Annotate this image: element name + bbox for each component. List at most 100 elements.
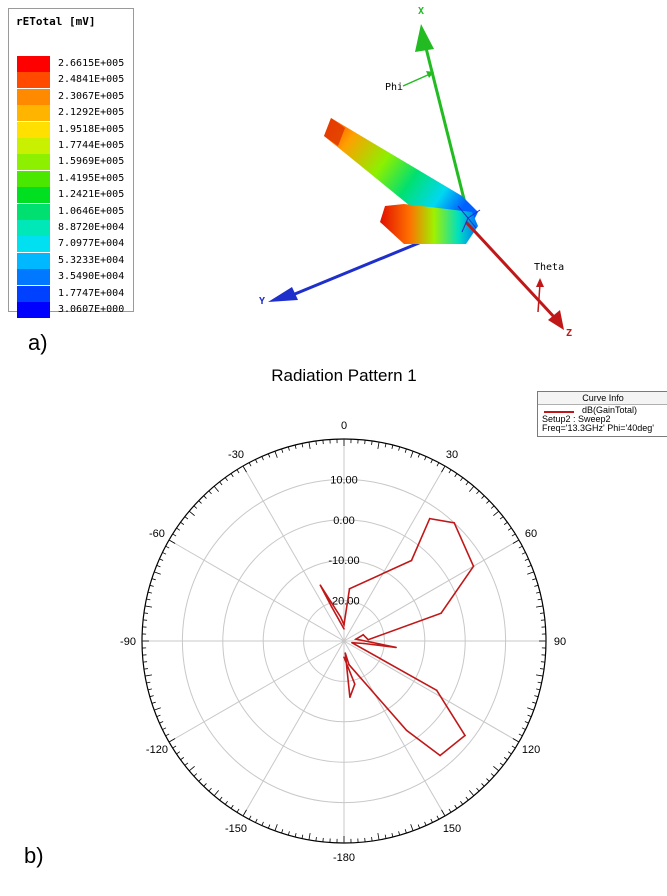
angular-tick-mark — [384, 834, 387, 839]
angular-tick-mark — [198, 500, 202, 504]
curve-info-legend: Curve Info dB(GainTotal) Setup2 : Sweep2… — [537, 391, 667, 437]
legend-value: 1.5969E+005 — [58, 156, 125, 168]
angular-tick-label: 90 — [554, 636, 566, 648]
angular-tick-mark — [503, 521, 508, 525]
angular-tick-mark — [481, 495, 485, 499]
legend-value: 1.0646E+005 — [58, 205, 125, 217]
angular-tick-mark — [511, 745, 516, 749]
angular-grid-spoke — [168, 640, 345, 743]
data-point — [349, 696, 351, 699]
angular-grid-spoke — [343, 640, 520, 743]
angular-tick-mark — [537, 681, 542, 684]
angular-tick-mark — [147, 591, 152, 594]
angular-tick-mark — [410, 824, 414, 831]
angular-grid-spoke — [242, 465, 345, 642]
legend-series-name: dB(GainTotal) — [582, 405, 638, 415]
x-axis-label: X — [418, 6, 424, 17]
legend-value: 8.8720E+004 — [58, 222, 125, 233]
angular-tick-mark — [154, 571, 161, 575]
legend-row: 1.9518E+005 — [17, 121, 133, 138]
angular-tick-mark — [267, 453, 271, 458]
angular-tick-mark — [524, 721, 529, 724]
legend-swatch — [17, 252, 50, 269]
legend-row: 1.5969E+005 — [17, 154, 133, 171]
data-point — [410, 559, 413, 562]
data-point — [343, 628, 345, 630]
angular-tick-mark — [162, 727, 167, 730]
angular-tick-mark — [230, 804, 234, 809]
legend-swatch — [17, 187, 50, 204]
angular-tick-label: 120 — [522, 744, 540, 756]
legend-swatch — [17, 121, 50, 138]
angular-tick-mark — [441, 465, 446, 473]
data-point — [363, 642, 365, 645]
angular-tick-mark — [146, 681, 151, 684]
legend-value: 1.7744E+005 — [58, 140, 125, 151]
angular-tick-mark — [410, 451, 414, 458]
angular-tick-label: 150 — [443, 823, 461, 835]
angular-tick-label: -150 — [225, 823, 247, 835]
angular-tick-mark — [512, 738, 520, 743]
z-axis-line — [464, 220, 557, 320]
data-point — [330, 606, 333, 608]
legend-row: 2.3067E+005 — [17, 88, 133, 105]
angular-tick-mark — [490, 773, 495, 777]
angular-tick-mark — [219, 796, 223, 801]
legend-row: 1.7744E+005 — [17, 138, 133, 154]
angular-tick-mark — [398, 446, 401, 451]
angular-tick-mark — [198, 778, 202, 782]
angular-tick-mark — [424, 821, 427, 826]
theta-marker-arrowhead — [536, 278, 544, 287]
legend-value: 5.3233E+004 — [58, 254, 125, 266]
angular-tick-mark — [213, 486, 219, 492]
angular-tick-mark — [493, 510, 499, 516]
angular-tick-mark — [287, 831, 290, 836]
angular-tick-mark — [436, 462, 440, 467]
legend-value: 2.6615E+005 — [58, 58, 125, 69]
angular-tick-mark — [534, 584, 539, 587]
angular-tick-mark — [147, 688, 152, 691]
legend-value: 1.9518E+005 — [58, 123, 125, 135]
angular-tick-mark — [540, 668, 545, 670]
angular-tick-mark — [537, 598, 542, 601]
angular-tick-mark — [144, 605, 153, 608]
angular-tick-mark — [176, 751, 181, 755]
angular-tick-mark — [518, 545, 523, 549]
angular-tick-label: -60 — [149, 528, 165, 540]
angular-tick-mark — [486, 778, 490, 782]
data-point — [339, 616, 342, 618]
angular-tick-mark — [248, 815, 252, 820]
polar-chart: Radiation Pattern 1 0 30 60 90 120 150 -180 -150… — [120, 366, 566, 864]
radiation-3d-view: X Phi Theta Y Z — [259, 6, 572, 339]
data-point — [355, 638, 357, 640]
z-axis-arrowhead — [548, 310, 564, 330]
angular-tick-mark — [527, 707, 534, 711]
panel-a-label: a) — [28, 330, 48, 355]
data-point — [351, 641, 353, 644]
angular-tick-mark — [159, 558, 164, 561]
angular-tick-label: -30 — [228, 449, 244, 461]
legend-row: 1.2421E+005 — [17, 187, 133, 204]
legend-freq: Freq='13.3GHz' Phi='40deg' — [542, 423, 654, 433]
lower-lobe — [380, 204, 478, 244]
angular-tick-mark — [165, 733, 170, 737]
angular-tick-label: 0 — [341, 420, 347, 432]
angular-tick-mark — [301, 834, 304, 839]
angular-grid-spoke — [242, 640, 345, 817]
angular-tick-mark — [224, 477, 228, 482]
angular-tick-mark — [159, 721, 164, 724]
data-point — [343, 656, 345, 658]
angular-tick-mark — [371, 440, 373, 445]
angular-tick-mark — [521, 552, 526, 555]
angular-grid-spoke — [343, 465, 446, 642]
angular-tick-mark — [454, 804, 458, 809]
angular-tick-mark — [281, 829, 284, 834]
angular-tick-mark — [203, 495, 207, 499]
phi-marker-arrowhead — [426, 71, 434, 78]
angular-tick-mark — [527, 571, 534, 575]
upper-lobe-face — [324, 118, 345, 146]
angular-tick-mark — [274, 824, 278, 831]
angular-tick-mark — [261, 821, 264, 826]
angular-tick-mark — [156, 564, 161, 568]
angular-tick-mark — [301, 443, 304, 448]
